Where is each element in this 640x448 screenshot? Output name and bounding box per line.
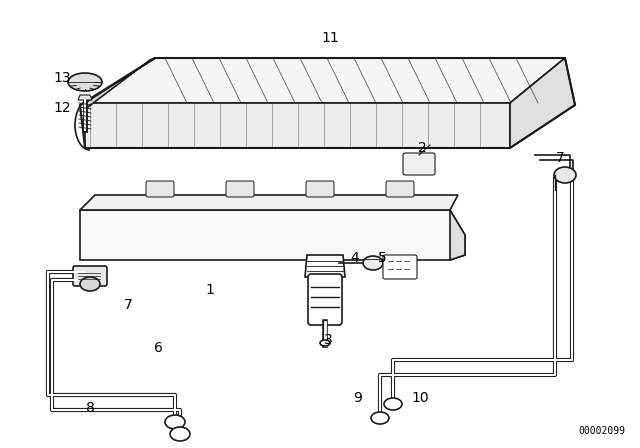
Ellipse shape xyxy=(320,340,330,346)
Polygon shape xyxy=(450,210,465,260)
Ellipse shape xyxy=(170,427,190,441)
Text: 3: 3 xyxy=(324,333,332,347)
Polygon shape xyxy=(80,195,458,210)
Ellipse shape xyxy=(68,73,102,91)
FancyBboxPatch shape xyxy=(386,181,414,197)
FancyBboxPatch shape xyxy=(73,266,107,286)
Polygon shape xyxy=(305,255,345,277)
FancyBboxPatch shape xyxy=(226,181,254,197)
Text: 13: 13 xyxy=(53,71,71,85)
Text: 8: 8 xyxy=(86,401,95,415)
Polygon shape xyxy=(510,58,575,148)
Text: 2: 2 xyxy=(418,141,426,155)
Ellipse shape xyxy=(554,167,576,183)
Ellipse shape xyxy=(371,412,389,424)
Polygon shape xyxy=(78,95,92,100)
Polygon shape xyxy=(85,58,155,107)
Polygon shape xyxy=(85,58,565,103)
Text: 9: 9 xyxy=(353,391,362,405)
Polygon shape xyxy=(85,103,510,148)
FancyBboxPatch shape xyxy=(383,255,417,279)
Text: 5: 5 xyxy=(378,251,387,265)
FancyBboxPatch shape xyxy=(308,274,342,325)
FancyBboxPatch shape xyxy=(403,153,435,175)
Text: 7: 7 xyxy=(124,298,132,312)
Text: 12: 12 xyxy=(53,101,71,115)
Ellipse shape xyxy=(165,415,185,429)
Text: 11: 11 xyxy=(321,31,339,45)
Text: 6: 6 xyxy=(154,341,163,355)
Text: 1: 1 xyxy=(205,283,214,297)
Ellipse shape xyxy=(80,277,100,291)
Polygon shape xyxy=(80,210,465,260)
Ellipse shape xyxy=(384,398,402,410)
Text: 4: 4 xyxy=(351,251,360,265)
FancyBboxPatch shape xyxy=(146,181,174,197)
Text: 10: 10 xyxy=(411,391,429,405)
FancyBboxPatch shape xyxy=(306,181,334,197)
Text: 7: 7 xyxy=(556,151,564,165)
Ellipse shape xyxy=(363,256,383,270)
Text: 00002099: 00002099 xyxy=(578,426,625,436)
